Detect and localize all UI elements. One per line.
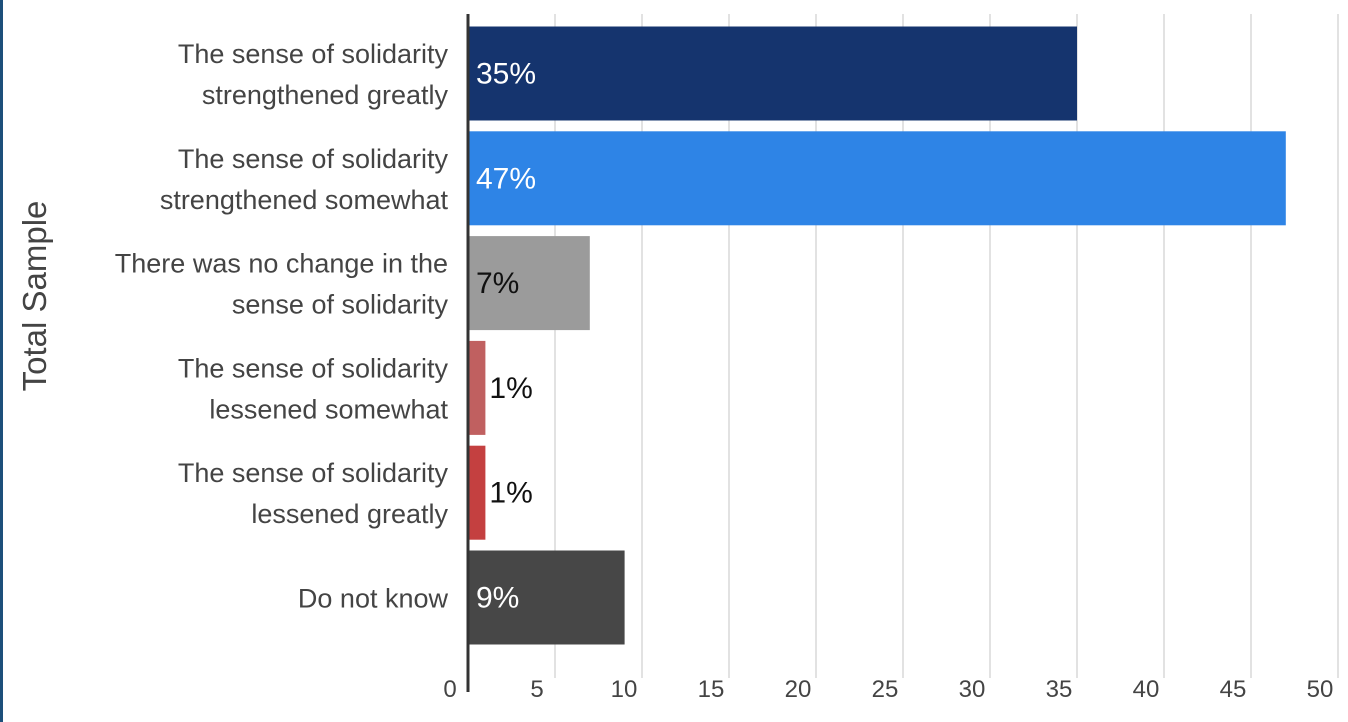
- category-label: strengthened greatly: [202, 80, 449, 110]
- x-tick-label: 20: [785, 676, 812, 703]
- x-tick-label: 35: [1046, 676, 1073, 703]
- x-tick-label: 50: [1307, 676, 1334, 703]
- category-label: The sense of solidarity: [178, 458, 449, 488]
- bar: [468, 445, 486, 540]
- category-label: sense of solidarity: [232, 290, 449, 320]
- data-label: 1%: [489, 477, 532, 510]
- data-label: 9%: [476, 582, 519, 615]
- category-label: There was no change in the: [115, 249, 448, 279]
- data-label: 35%: [476, 58, 536, 91]
- x-tick-label: 40: [1133, 676, 1160, 703]
- y-axis-label: Total Sample: [16, 201, 53, 392]
- bar: [468, 550, 625, 645]
- data-label: 7%: [476, 267, 519, 300]
- x-tick-label: 0: [443, 676, 456, 703]
- category-label: strengthened somewhat: [160, 185, 449, 215]
- frame-border: [0, 0, 3, 722]
- bar: [468, 340, 486, 435]
- x-tick-label: 15: [698, 676, 725, 703]
- x-tick-label: 10: [611, 676, 638, 703]
- category-label: The sense of solidarity: [178, 144, 449, 174]
- category-label: lessened somewhat: [209, 394, 448, 424]
- bar: [468, 236, 590, 331]
- category-label: lessened greatly: [251, 499, 448, 529]
- x-tick-label: 5: [530, 676, 543, 703]
- bars: [468, 26, 1286, 645]
- x-tick-label: 25: [872, 676, 899, 703]
- category-labels: The sense of solidarity strengthened grea…: [115, 39, 449, 614]
- category-label: The sense of solidarity: [178, 353, 449, 383]
- x-tick-labels: 0 5 10 15 20 25 30 35 40 45 50: [443, 676, 1333, 703]
- category-label: Do not know: [298, 584, 449, 614]
- data-label: 1%: [489, 372, 532, 405]
- data-label: 47%: [476, 162, 536, 195]
- bar: [468, 26, 1077, 121]
- category-label: The sense of solidarity: [178, 39, 449, 69]
- bar: [468, 131, 1286, 226]
- data-labels: 35% 47% 7% 1% 1% 9%: [476, 58, 536, 615]
- x-tick-label: 30: [959, 676, 986, 703]
- x-tick-label: 45: [1220, 676, 1247, 703]
